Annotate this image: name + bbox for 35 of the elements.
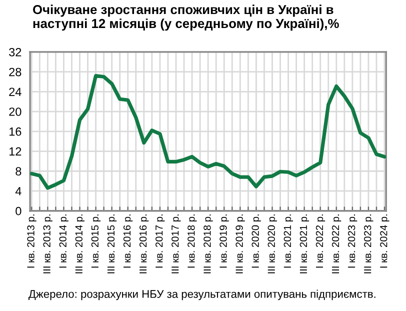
x-tick-label: III кв. 2015 р. xyxy=(107,214,117,274)
x-tick-label: I кв. 2024 р. xyxy=(380,214,390,268)
x-tick-label: I кв. 2020 р. xyxy=(252,214,261,268)
x-tick-label: III кв. 2020 р. xyxy=(268,214,277,274)
x-tick-label: I кв. 2023 р. xyxy=(348,214,358,268)
y-tick-label: 12 xyxy=(9,147,22,156)
x-tick-label: I кв. 2014 р. xyxy=(59,214,68,268)
line-series xyxy=(30,74,386,190)
x-tick-label: III кв. 2021 р. xyxy=(300,214,310,274)
y-tick-label: 28 xyxy=(9,68,22,76)
x-tick-label: I кв. 2021 р. xyxy=(284,214,293,268)
y-tick-label: 16 xyxy=(9,127,22,136)
x-tick-label: III кв. 2023 р. xyxy=(364,214,374,274)
y-tick-label: 0 xyxy=(16,206,22,216)
x-tick-label: I кв. 2019 р. xyxy=(220,214,229,268)
y-tick-label: 20 xyxy=(9,108,22,116)
x-tick-label: III кв. 2017 р. xyxy=(172,214,181,274)
x-tick-label: III кв. 2018 р. xyxy=(204,214,213,274)
x-tick-label: I кв. 2018 р. xyxy=(188,214,197,268)
x-tick-label: I кв. 2015 р. xyxy=(91,214,101,268)
y-tick-label: 32 xyxy=(9,48,22,56)
x-tick-label: I кв. 2016 р. xyxy=(123,214,133,268)
x-tick-label: III кв. 2013 р. xyxy=(43,214,52,274)
x-tick-label: III кв. 2014 р. xyxy=(75,214,84,274)
x-tick-label: I кв. 2013 р. xyxy=(27,214,36,268)
y-tick-label: 4 xyxy=(15,187,22,196)
x-tick-label: I кв. 2022 р. xyxy=(316,214,326,268)
y-tick-label: 24 xyxy=(9,88,22,96)
text: Джерело: розрахунки НБУ за результатами опитувань підприємств. xyxy=(28,290,376,300)
x-tick-label: III кв. 2019 р. xyxy=(236,214,245,274)
x-tick-label: III кв. 2016 р. xyxy=(139,214,149,274)
y-tick-label: 8 xyxy=(16,167,22,176)
x-tick-label: III кв. 2022 р. xyxy=(332,214,342,274)
chart-title: Очікуване зростання споживчих цін в Україні в наступні 12 місяців (у середньому по Україні),% xyxy=(33,4,339,31)
x-tick-label: I кв. 2017 р. xyxy=(156,214,165,268)
